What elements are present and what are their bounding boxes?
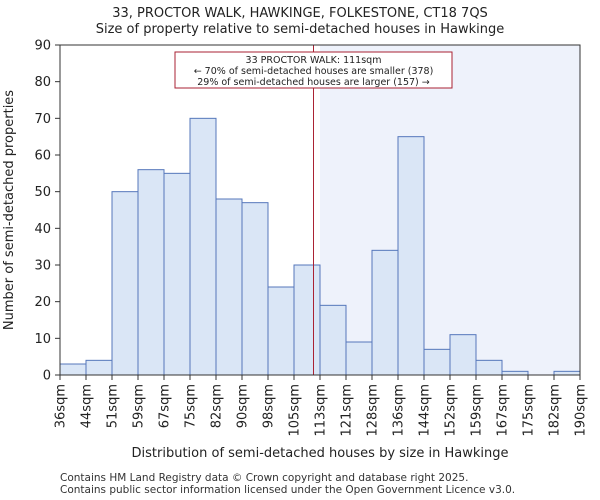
y-tick-label: 50: [34, 185, 51, 200]
footer-line-2: Contains public sector information licen…: [60, 484, 516, 496]
bars-group: [59, 117, 581, 376]
x-tick-label: 121sqm: [340, 384, 355, 437]
y-axis: 0 10 20 30 40 50 60 70 80 90: [34, 39, 60, 384]
annotation-frame: [174, 51, 453, 89]
larger-houses-shade: [320, 45, 580, 375]
bar-67sqm: [163, 172, 191, 376]
bar-51sqm: [111, 191, 139, 376]
y-tick-label: 10: [34, 332, 51, 347]
y-tick-label: 80: [34, 75, 51, 90]
x-tick-label: 152sqm: [444, 384, 459, 437]
annotation-line-3: 29% of semi-detached houses are larger (…: [197, 77, 430, 88]
x-tick-label: 90sqm: [236, 384, 251, 428]
x-tick-label: 190sqm: [574, 384, 589, 437]
x-tick-label: 113sqm: [314, 384, 329, 437]
bar-90sqm: [241, 202, 269, 376]
x-tick-label: 36sqm: [54, 384, 69, 428]
y-tick-label: 40: [34, 222, 51, 237]
x-tick-label: 98sqm: [262, 384, 277, 428]
bar-98sqm: [267, 286, 295, 376]
annotation-box: 33 PROCTOR WALK: 111sqm ← 70% of semi-de…: [174, 51, 453, 89]
chart-subtitle: Size of property relative to semi-detach…: [95, 22, 505, 37]
bar-159sqm: [475, 359, 503, 376]
annotation-line-1: 33 PROCTOR WALK: 111sqm: [246, 55, 382, 66]
bar-167sqm: [501, 370, 529, 376]
x-tick-label: 175sqm: [522, 384, 537, 437]
bar-152sqm: [449, 334, 477, 376]
x-tick-label: 75sqm: [184, 384, 199, 428]
y-tick-label: 0: [43, 369, 51, 384]
y-tick-label: 20: [34, 295, 51, 310]
chart-title: 33, PROCTOR WALK, HAWKINGE, FOLKESTONE, …: [112, 6, 488, 21]
x-tick-label: 51sqm: [106, 384, 121, 428]
x-tick-label: 44sqm: [80, 384, 95, 428]
x-tick-label: 67sqm: [158, 384, 173, 428]
x-tick-label: 82sqm: [210, 384, 225, 428]
x-tick-label: 136sqm: [392, 384, 407, 437]
x-tick-label: 128sqm: [366, 384, 381, 437]
bar-113sqm: [319, 304, 347, 376]
bar-82sqm: [215, 198, 243, 376]
y-tick-label: 30: [34, 259, 51, 274]
plot-frame: [59, 44, 581, 376]
x-tick-label: 144sqm: [418, 384, 433, 437]
bar-182sqm: [553, 370, 581, 376]
y-tick-label: 70: [34, 112, 51, 127]
x-axis-label: Distribution of semi-detached houses by …: [132, 446, 509, 461]
y-tick-label: 60: [34, 149, 51, 164]
bar-44sqm: [85, 359, 113, 376]
y-tick-label: 90: [34, 39, 51, 54]
x-tick-label: 167sqm: [496, 384, 511, 437]
bar-105sqm: [293, 264, 321, 376]
x-tick-label: 59sqm: [132, 384, 147, 428]
y-axis-label: Number of semi-detached properties: [2, 90, 17, 330]
bar-136sqm: [397, 136, 425, 376]
bar-128sqm: [371, 249, 399, 376]
x-tick-label: 159sqm: [470, 384, 485, 437]
bar-121sqm: [345, 341, 373, 376]
x-axis: 36sqm 44sqm 51sqm 59sqm 67sqm 75sqm 82sqm 90sqm…: [54, 375, 589, 437]
bar-36sqm: [59, 363, 87, 376]
x-tick-label: 105sqm: [288, 384, 303, 437]
bar-75sqm: [189, 117, 217, 376]
bar-59sqm: [137, 169, 165, 376]
footer-line-1: Contains HM Land Registry data © Crown c…: [60, 472, 469, 484]
x-tick-label: 182sqm: [548, 384, 563, 437]
annotation-line-2: ← 70% of semi-detached houses are smalle…: [194, 66, 434, 77]
bar-144sqm: [423, 348, 451, 376]
